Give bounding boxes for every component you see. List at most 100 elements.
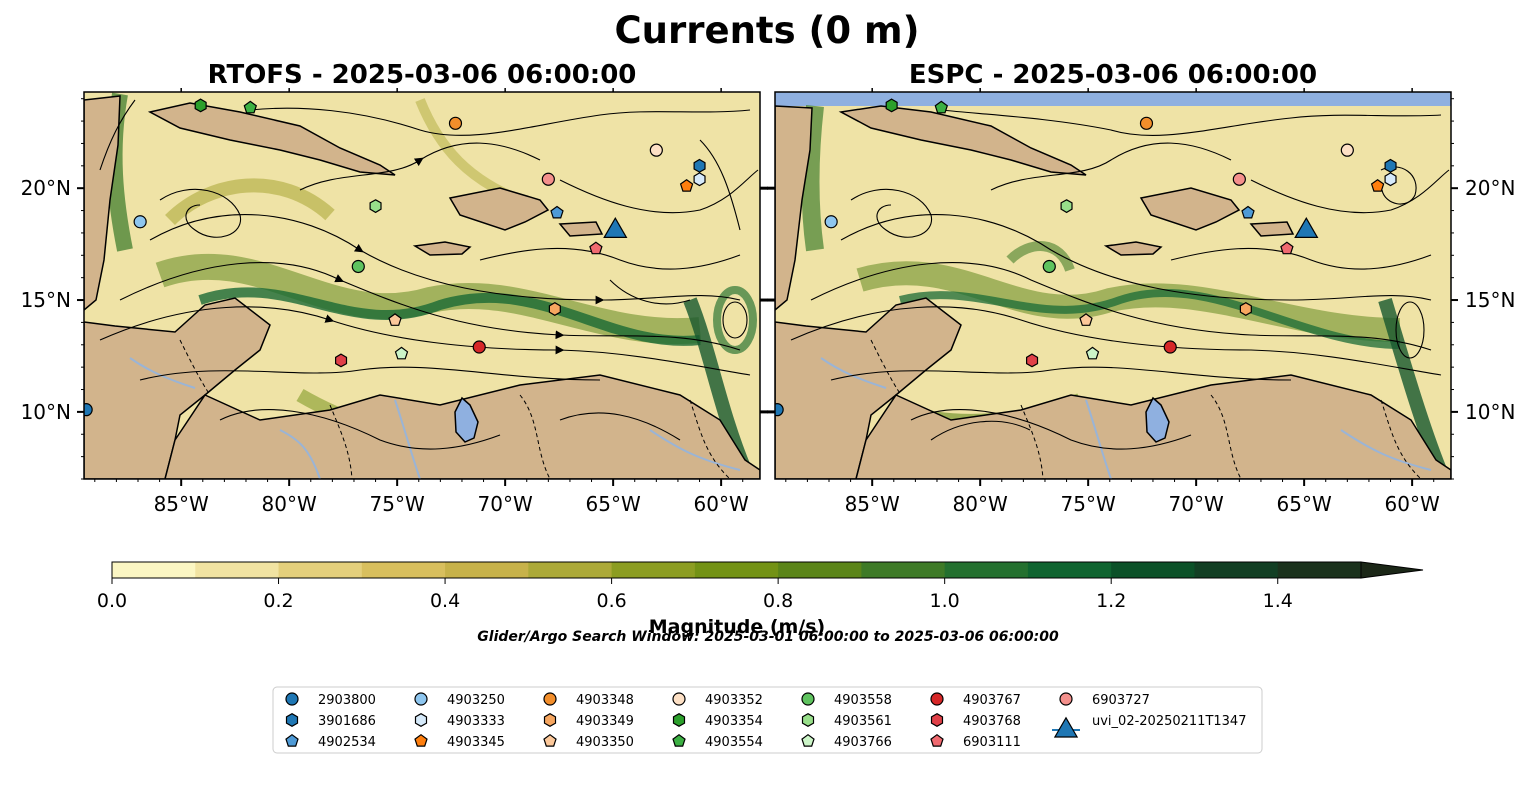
platform-marker-4903250 — [824, 215, 838, 229]
y-tick-label: 20°N — [1465, 176, 1515, 200]
legend-label: 4903350 — [576, 735, 634, 750]
x-tick-label: 65°W — [586, 492, 641, 516]
legend-marker — [285, 692, 299, 706]
platform-markers-rtofs — [84, 98, 706, 417]
colorbar: 0.0 0.2 0.4 0.6 0.8 1.0 1.2 1.4 Magnitude (m/s) — [97, 561, 1424, 638]
platform-marker-4903354 — [194, 98, 207, 113]
colorbar-segment — [1027, 562, 1112, 578]
legend-label: 4903767 — [963, 693, 1021, 708]
legend-marker — [1059, 692, 1073, 706]
legend-item-4902534: 4902534 — [285, 733, 376, 750]
colorbar-segment — [694, 562, 779, 578]
legend-label: 4903768 — [963, 714, 1021, 729]
panel-title-rtofs: RTOFS - 2025-03-06 06:00:00 — [208, 60, 637, 90]
legend-item-3901686: 3901686 — [285, 713, 376, 729]
x-tick-label: 85°W — [845, 492, 900, 516]
colorbar-tick-label: 1.0 — [930, 590, 960, 612]
map-frame — [774, 91, 1452, 480]
legend-label: 4903554 — [705, 735, 763, 750]
colorbar-segment — [944, 562, 1029, 578]
legend-label: 4903333 — [447, 714, 505, 729]
colorbar-extend-arrow — [1360, 561, 1424, 579]
colorbar-segment — [1111, 562, 1195, 578]
platform-marker-4903349 — [1239, 302, 1252, 316]
legend-label: 4902534 — [318, 735, 376, 750]
map-frame — [83, 91, 761, 480]
legend-label: 4903354 — [705, 714, 763, 729]
platform-marker-3901686 — [1384, 158, 1397, 173]
legend-label: 4903766 — [834, 735, 892, 750]
colorbar-tick-label: 0.2 — [263, 590, 293, 612]
platform-marker-4903348 — [448, 116, 463, 130]
legend-label: uvi_02-20250211T1347 — [1092, 714, 1246, 729]
platform-markers-espc — [775, 98, 1397, 417]
legend-marker — [801, 692, 815, 706]
platform-marker-6903727 — [1232, 172, 1246, 186]
platform-marker-6903111 — [1280, 241, 1294, 255]
platform-marker-3901686 — [693, 158, 706, 173]
colorbar-segment — [778, 562, 862, 578]
legend-item-uvi_02-20250211T1347: uvi_02-20250211T1347 — [1052, 714, 1246, 738]
map-panel-espc: 85°W 80°W 75°W 70°W 65°W 60°W 20°N 15°N 10°N — [767, 88, 1515, 516]
legend-item-4903768: 4903768 — [930, 713, 1021, 729]
legend-item-4903561: 4903561 — [801, 713, 892, 729]
platform-marker-4903348 — [1139, 116, 1154, 130]
legend-marker — [1053, 716, 1079, 738]
platform-marker-4902534 — [1241, 205, 1255, 219]
legend-box — [272, 686, 1263, 754]
x-tick-label: 85°W — [154, 492, 209, 516]
legend-item-4903352: 4903352 — [672, 692, 763, 708]
legend-label: 4903345 — [447, 735, 505, 750]
platform-marker-2903800 — [84, 403, 93, 417]
platform-marker-4903354 — [885, 98, 898, 113]
platform-marker-4903350 — [388, 313, 402, 326]
legend-item-4903333: 4903333 — [414, 713, 505, 729]
x-tick-label: 65°W — [1277, 492, 1332, 516]
legend-item-4903349: 4903349 — [543, 713, 634, 729]
platform-marker-4903561 — [1060, 199, 1073, 214]
water-bodies — [1145, 396, 1170, 443]
no-data-band — [775, 92, 1451, 106]
colorbar-segment — [1194, 562, 1279, 578]
x-tick-label: 70°W — [1169, 492, 1224, 516]
colorbar-segment — [445, 562, 529, 578]
platform-marker-4903349 — [548, 302, 561, 316]
legend-marker — [672, 692, 686, 706]
colorbar-tick-label: 0.0 — [97, 590, 127, 612]
colorbar-frame — [111, 561, 1362, 579]
platform-marker-4903558 — [1042, 259, 1056, 274]
colorbar-label: Magnitude (m/s) — [649, 616, 826, 638]
platform-marker-4903350 — [1079, 313, 1093, 326]
axis-ticks-rtofs: 85°W 80°W 75°W 70°W 65°W 60°W 20°N 15°N 10°N — [21, 88, 768, 516]
legend-item-4903345: 4903345 — [414, 733, 505, 750]
colorbar-segment — [112, 562, 196, 578]
platform-marker-4903345 — [679, 178, 694, 192]
x-tick-label: 75°W — [370, 492, 425, 516]
platform-marker-4903250 — [133, 215, 147, 229]
x-tick-label: 75°W — [1061, 492, 1116, 516]
borders — [179, 339, 731, 479]
platform-marker-4903767 — [472, 340, 486, 354]
legend-label: 4903352 — [705, 693, 763, 708]
legend-marker — [543, 692, 557, 706]
legend-label: 4903561 — [834, 714, 892, 729]
axis-ticks-espc: 85°W 80°W 75°W 70°W 65°W 60°W 20°N 15°N 10°N — [767, 88, 1515, 516]
colorbar-segment — [278, 562, 363, 578]
colorbar-tick-label: 0.6 — [596, 590, 626, 612]
legend: 2903800 3901686 4902534 4903250 4903333 49033… — [272, 686, 1263, 754]
legend-marker — [672, 733, 686, 747]
platform-marker-4903352 — [649, 143, 663, 157]
legend-label: 4903250 — [447, 693, 505, 708]
colorbar-segment — [195, 562, 280, 578]
legend-item-2903800: 2903800 — [285, 692, 376, 708]
legend-marker — [801, 733, 815, 747]
platform-marker-4903333 — [693, 172, 706, 187]
borders — [870, 339, 1422, 479]
rivers — [129, 357, 741, 479]
legend-label: 4903558 — [834, 693, 892, 708]
legend-item-4903250: 4903250 — [414, 692, 505, 708]
search-window-caption: Glider/Argo Search Window: 2025-03-01 06… — [477, 629, 1059, 645]
platform-marker-4903352 — [1340, 143, 1354, 157]
platform-marker-4903345 — [1370, 178, 1385, 192]
platform-marker-uvi_02-20250211T1347 — [1294, 217, 1319, 238]
